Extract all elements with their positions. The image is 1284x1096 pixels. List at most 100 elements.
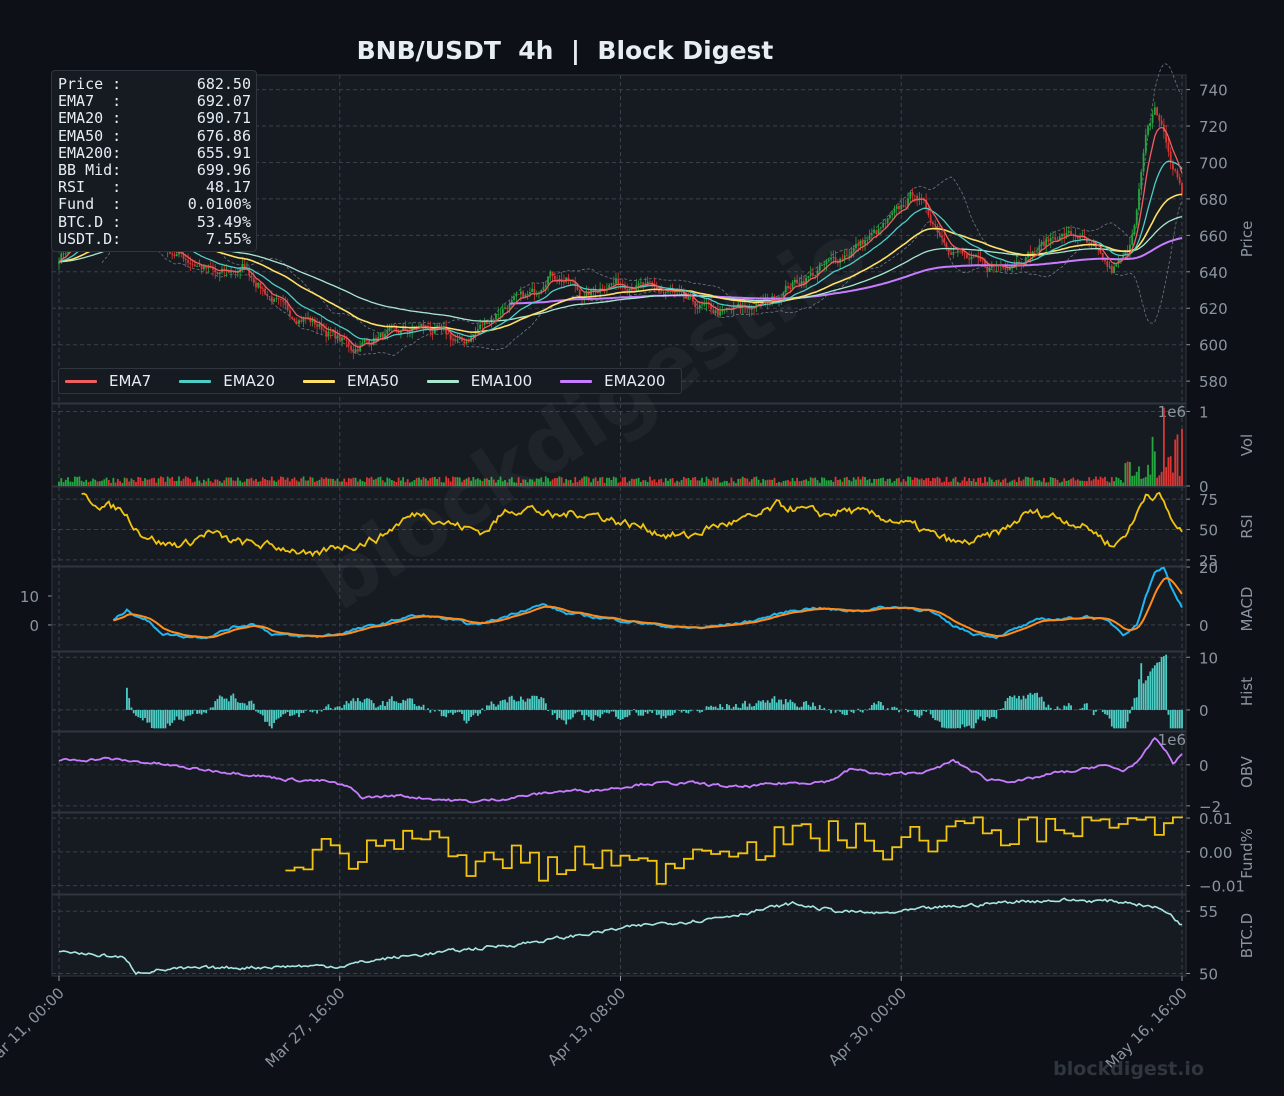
candle-body	[646, 281, 649, 284]
hist-bar	[1162, 656, 1165, 710]
panel-bg-hist	[52, 652, 1186, 731]
candle-body	[576, 286, 579, 290]
volume-bar	[703, 482, 706, 486]
volume-bar	[800, 480, 803, 486]
hist-bar	[904, 708, 907, 710]
candle-body	[510, 299, 513, 304]
hist-bar	[1149, 671, 1152, 710]
hist-bar	[916, 709, 918, 717]
info-label: RSI :	[58, 178, 122, 197]
candle-body	[886, 218, 889, 224]
volume-bar	[189, 478, 192, 486]
volume-bar	[884, 481, 887, 486]
hist-bar	[818, 705, 821, 710]
candle-body	[1049, 238, 1052, 242]
candle-body	[868, 235, 871, 240]
candle-body	[189, 262, 192, 264]
candle-body	[1052, 237, 1054, 239]
hist-bar	[216, 698, 219, 710]
hist-bar	[981, 709, 984, 721]
candle-body	[551, 271, 554, 277]
volume-bar	[986, 481, 989, 486]
volume-bar	[171, 476, 174, 486]
hist-bar	[800, 706, 803, 710]
legend-swatch	[303, 379, 336, 383]
hist-bar	[268, 709, 271, 727]
hist-bar	[918, 709, 921, 718]
volume-bar	[707, 478, 710, 486]
volume-bar	[449, 481, 452, 486]
volume-bar	[780, 482, 783, 486]
candle-body	[927, 207, 930, 216]
volume-bar	[596, 480, 599, 486]
hist-bar	[827, 709, 830, 710]
hist-bar	[1144, 680, 1147, 710]
info-row: RSI : 48.17	[58, 179, 251, 196]
y-tick-label: 660	[1199, 227, 1228, 245]
volume-bar	[961, 480, 964, 486]
volume-bar	[89, 481, 92, 486]
hist-bar	[773, 696, 776, 710]
hist-bar	[180, 709, 183, 720]
candle-body	[1122, 254, 1125, 259]
volume-bar	[746, 478, 749, 486]
volume-bar	[778, 481, 780, 486]
candle-body	[798, 283, 801, 286]
hist-bar	[250, 700, 253, 710]
candle-body	[961, 250, 964, 254]
candle-body	[243, 264, 246, 270]
volume-bar	[264, 479, 266, 486]
hist-bar	[603, 709, 606, 713]
hist-bar	[440, 709, 443, 717]
hist-bar	[184, 709, 187, 717]
volume-bar	[404, 482, 407, 486]
candle-body	[182, 253, 185, 259]
hist-bar	[1119, 709, 1122, 729]
candle-body	[1031, 251, 1034, 257]
candle-body	[354, 349, 357, 353]
volume-bar	[533, 481, 536, 486]
volume-bar	[762, 478, 765, 486]
candle-body	[703, 304, 706, 306]
volume-bar	[433, 476, 436, 486]
volume-bar	[952, 478, 955, 486]
hist-bar	[1067, 703, 1070, 710]
legend-label: EMA100	[470, 372, 533, 390]
hist-bar	[495, 706, 497, 710]
candle-body	[823, 264, 826, 266]
y-tick-label: 620	[1199, 300, 1228, 318]
volume-bar	[406, 479, 409, 486]
volume-bar	[1124, 463, 1127, 486]
hist-bar	[126, 687, 128, 710]
candle-body	[716, 310, 719, 316]
volume-bar	[402, 477, 405, 486]
hist-bar	[805, 701, 808, 710]
candle-body	[483, 320, 486, 325]
hist-bar	[372, 703, 375, 710]
hist-bar	[418, 705, 420, 710]
hist-bar	[295, 709, 298, 714]
hist-bar	[1115, 709, 1118, 729]
candle-body	[384, 333, 386, 339]
y-axis-label: Price	[1238, 221, 1256, 258]
hist-bar	[157, 709, 160, 729]
hist-bar	[406, 698, 409, 710]
hist-bar	[166, 709, 169, 724]
hist-bar	[841, 709, 844, 715]
volume-bar	[540, 477, 543, 486]
volume-bar	[354, 477, 357, 486]
hist-bar	[809, 706, 812, 710]
volume-bar	[594, 477, 597, 486]
hist-bar	[787, 702, 789, 710]
hist-bar	[762, 700, 765, 710]
hist-bar	[859, 709, 862, 712]
candle-body	[981, 260, 984, 262]
hist-bar	[399, 703, 402, 710]
volume-bar	[832, 481, 835, 486]
hist-bar	[764, 702, 767, 710]
hist-bar	[476, 709, 479, 716]
hist-bar	[979, 709, 982, 717]
hist-bar	[200, 709, 203, 715]
volume-bar	[397, 477, 400, 486]
volume-bar	[103, 479, 106, 486]
